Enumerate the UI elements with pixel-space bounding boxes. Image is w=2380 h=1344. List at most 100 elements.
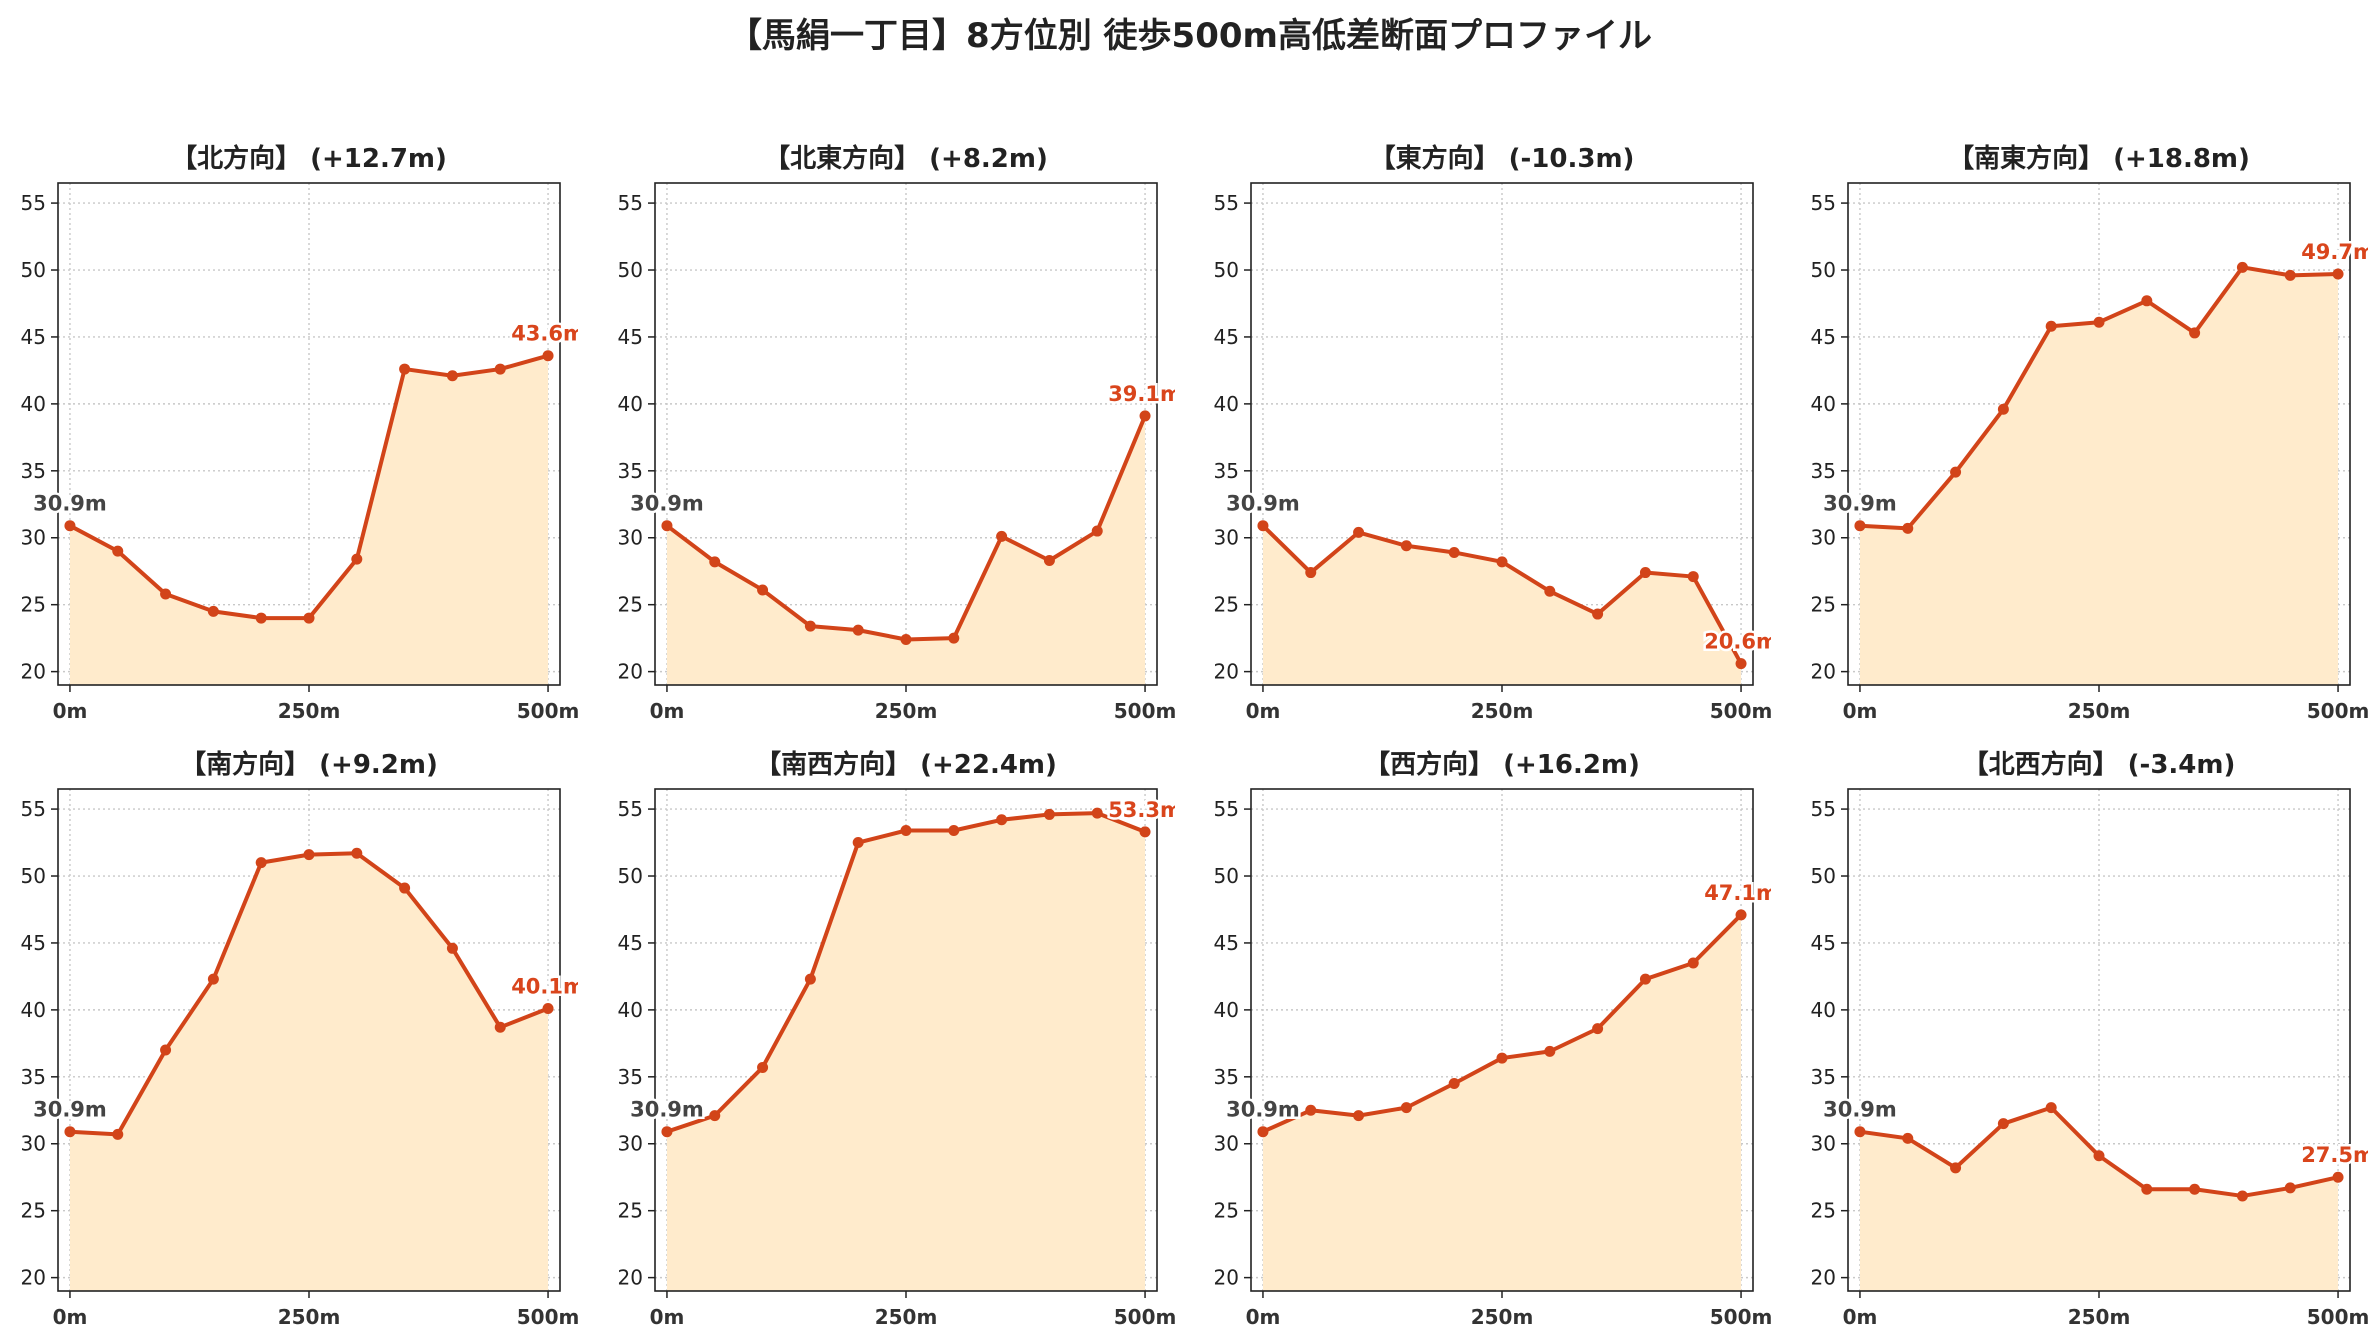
start-elevation-label: 30.9m xyxy=(33,1098,107,1122)
data-point xyxy=(303,612,315,624)
y-tick-label: 20 xyxy=(1214,660,1239,684)
data-point xyxy=(1400,540,1412,552)
y-tick-label: 30 xyxy=(1214,526,1239,550)
y-tick-label: 20 xyxy=(618,1266,643,1290)
start-elevation-label: 30.9m xyxy=(1823,1098,1897,1122)
profile-chart: 20 25 30 35 40 45 50 55 0m 250m 500m 30.9m 27.5m xyxy=(1811,788,2368,1329)
data-point xyxy=(542,1003,554,1015)
y-tick-label: 30 xyxy=(618,526,643,550)
x-tick-label: 250m xyxy=(278,1305,341,1329)
profile-panel-3: 【東方向】 (-10.3m) 20 25 30 35 40 45 50 55 0m 250m 500m… xyxy=(1193,138,1771,738)
y-tick-label: 50 xyxy=(618,864,643,888)
y-tick-label: 55 xyxy=(1811,797,1836,821)
y-tick-label: 25 xyxy=(21,593,46,617)
data-point xyxy=(303,849,315,861)
y-tick-label: 20 xyxy=(21,1266,46,1290)
start-elevation-label: 30.9m xyxy=(630,492,704,516)
elevation-area xyxy=(666,813,1146,1291)
y-tick-label: 50 xyxy=(618,258,643,282)
panel-title: 【東方向】 (-10.3m) xyxy=(1369,144,1635,174)
panel-title: 【西方向】 (+16.2m) xyxy=(1364,750,1640,780)
data-point xyxy=(399,882,411,894)
data-point xyxy=(2284,269,2296,281)
data-point xyxy=(1091,525,1103,537)
data-point xyxy=(1257,520,1269,532)
profile-panel-2: 【北東方向】 (+8.2m) 20 25 30 35 40 45 50 55 0m 250m 500m… xyxy=(597,138,1175,738)
x-tick-label: 0m xyxy=(1843,699,1878,723)
data-point xyxy=(900,633,912,645)
y-tick-label: 40 xyxy=(21,998,46,1022)
y-tick-label: 50 xyxy=(1214,864,1239,888)
end-elevation-label: 47.1m xyxy=(1704,881,1771,905)
y-tick-label: 45 xyxy=(1811,931,1836,955)
data-point xyxy=(1400,1102,1412,1114)
panel-title: 【北西方向】 (-3.4m) xyxy=(1962,750,2236,780)
data-point xyxy=(1997,1118,2009,1130)
data-point xyxy=(804,973,816,985)
profile-chart: 20 25 30 35 40 45 50 55 0m 250m 500m 30.9m 20.6m xyxy=(1214,182,1771,723)
x-tick-label: 250m xyxy=(875,1305,938,1329)
x-tick-label: 0m xyxy=(1246,1305,1281,1329)
y-tick-label: 25 xyxy=(1214,1199,1239,1223)
data-point xyxy=(948,824,960,836)
data-point xyxy=(1305,1104,1317,1116)
end-elevation-label: 53.3m xyxy=(1108,798,1175,822)
data-point xyxy=(399,363,411,375)
data-point xyxy=(2045,320,2057,332)
data-point xyxy=(1950,466,1962,478)
data-point xyxy=(757,1061,769,1073)
data-point xyxy=(1544,585,1556,597)
y-tick-label: 30 xyxy=(21,1132,46,1156)
data-point xyxy=(996,530,1008,542)
data-point xyxy=(112,1128,124,1140)
data-point xyxy=(160,588,172,600)
data-point xyxy=(2141,295,2153,307)
data-point xyxy=(1544,1045,1556,1057)
elevation-area xyxy=(69,355,549,685)
panel-title: 【北東方向】 (+8.2m) xyxy=(764,144,1048,174)
y-tick-label: 20 xyxy=(1811,1266,1836,1290)
data-point xyxy=(2189,327,2201,339)
data-point xyxy=(494,1021,506,1033)
y-tick-label: 25 xyxy=(618,1199,643,1223)
data-point xyxy=(1735,658,1747,670)
data-point xyxy=(852,837,864,849)
data-point xyxy=(709,556,721,568)
data-point xyxy=(1592,1023,1604,1035)
profile-chart: 20 25 30 35 40 45 50 55 0m 250m 500m 30.9m 43.6m xyxy=(21,182,578,723)
y-tick-label: 45 xyxy=(618,325,643,349)
y-tick-label: 20 xyxy=(618,660,643,684)
y-tick-label: 35 xyxy=(618,1065,643,1089)
x-tick-label: 500m xyxy=(517,699,578,723)
figure-title: 【馬絹一丁目】8方位別 徒歩500m高低差断面プロファイル xyxy=(728,16,1652,56)
profile-chart: 20 25 30 35 40 45 50 55 0m 250m 500m 30.9m 53.3m xyxy=(618,788,1175,1329)
data-point xyxy=(1496,556,1508,568)
data-point xyxy=(1854,520,1866,532)
data-point xyxy=(2045,1102,2057,1114)
data-point xyxy=(1639,973,1651,985)
data-point xyxy=(1448,1078,1460,1090)
data-point xyxy=(446,370,458,382)
y-tick-label: 50 xyxy=(1811,258,1836,282)
y-tick-label: 55 xyxy=(21,797,46,821)
data-point xyxy=(207,605,219,617)
data-point xyxy=(2093,1150,2105,1162)
x-tick-label: 0m xyxy=(53,699,88,723)
y-tick-label: 35 xyxy=(1811,1065,1836,1089)
y-tick-label: 40 xyxy=(1811,392,1836,416)
y-tick-label: 20 xyxy=(1214,1266,1239,1290)
x-tick-label: 250m xyxy=(2068,1305,2131,1329)
x-tick-label: 500m xyxy=(1114,1305,1175,1329)
start-elevation-label: 30.9m xyxy=(1823,492,1897,516)
end-elevation-label: 43.6m xyxy=(511,322,578,346)
data-point xyxy=(1139,410,1151,422)
data-point xyxy=(2236,1190,2248,1202)
data-point xyxy=(160,1044,172,1056)
profile-panel-1: 【北方向】 (+12.7m) 20 25 30 35 40 45 50 55 0m 250m 500m… xyxy=(0,138,578,738)
x-tick-label: 250m xyxy=(1471,699,1534,723)
start-elevation-label: 30.9m xyxy=(33,492,107,516)
y-tick-label: 20 xyxy=(21,660,46,684)
end-elevation-label: 40.1m xyxy=(511,975,578,999)
data-point xyxy=(900,824,912,836)
data-point xyxy=(1902,522,1914,534)
